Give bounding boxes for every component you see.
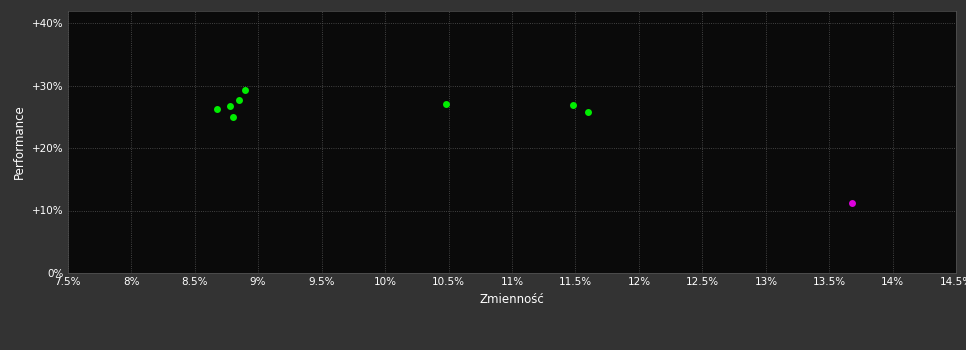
Point [844, 200, 860, 206]
Point [222, 103, 238, 108]
X-axis label: Zmienność: Zmienność [479, 293, 545, 306]
Point [439, 101, 454, 106]
Point [238, 87, 253, 93]
Point [581, 109, 596, 114]
Point [225, 114, 241, 120]
Y-axis label: Performance: Performance [14, 104, 26, 179]
Point [231, 97, 246, 103]
Point [565, 102, 581, 108]
Point [210, 106, 225, 111]
